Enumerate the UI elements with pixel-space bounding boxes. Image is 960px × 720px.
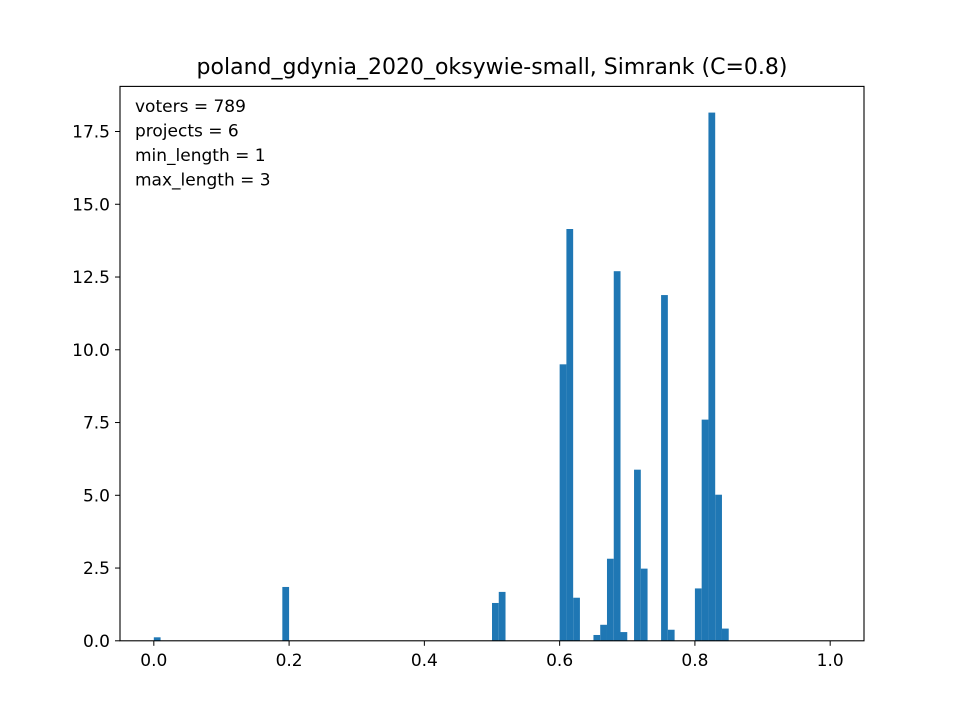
histogram-bar-6 — [573, 597, 580, 641]
histogram-bar-4 — [559, 364, 567, 641]
plot-frame — [119, 85, 865, 642]
histogram-bar-19 — [715, 494, 722, 641]
histogram-bar-10 — [613, 271, 621, 641]
x-tick-label-4: 0.8 — [681, 651, 708, 671]
y-tick-label-1: 2.5 — [83, 559, 110, 579]
histogram-bar-20 — [721, 628, 729, 641]
histogram-bar-11 — [620, 632, 628, 641]
annotation-box: voters = 789 projects = 6 min_length = 1… — [135, 97, 271, 191]
histogram-bar-14 — [661, 295, 668, 641]
x-tick-label-2: 0.4 — [411, 651, 438, 671]
histogram-bar-13 — [640, 568, 648, 641]
histogram-bar-8 — [600, 624, 607, 641]
histogram-bar-7 — [593, 634, 601, 641]
x-tick-label-1: 0.2 — [276, 651, 303, 671]
histogram-bar-16 — [694, 588, 702, 641]
y-tick-label-3: 7.5 — [83, 414, 110, 434]
histogram-bar-1 — [282, 586, 290, 641]
x-tick-label-5: 1.0 — [817, 651, 844, 671]
y-tick-label-4: 10.0 — [72, 341, 110, 361]
y-tick-label-0: 0.0 — [83, 632, 110, 652]
bars-layer — [153, 112, 729, 641]
histogram-bar-9 — [606, 558, 614, 641]
histogram-bar-3 — [498, 591, 506, 641]
chart-title: poland_gdynia_2020_oksywie-small, Simran… — [197, 55, 788, 80]
histogram-bar-5 — [566, 229, 574, 641]
annotation-voters: voters = 789 — [135, 97, 246, 117]
x-axis: 0.0 0.2 0.4 0.6 0.8 1.0 — [140, 640, 844, 671]
annotation-projects: projects = 6 — [135, 122, 239, 142]
y-tick-label-6: 15.0 — [72, 195, 110, 215]
annotation-min-length: min_length = 1 — [135, 146, 266, 166]
y-tick-label-2: 5.0 — [83, 486, 110, 506]
y-axis: 0.0 2.5 5.0 7.5 10.0 12.5 15.0 17.5 — [72, 123, 120, 652]
histogram-bar-18 — [708, 112, 716, 641]
x-tick-label-3: 0.6 — [546, 651, 573, 671]
annotation-max-length: max_length = 3 — [135, 171, 271, 191]
histogram-bar-12 — [634, 469, 641, 641]
x-tick-label-0: 0.0 — [140, 651, 167, 671]
histogram-bar-0 — [153, 637, 161, 641]
histogram-bar-15 — [667, 629, 675, 641]
y-tick-label-7: 17.5 — [72, 123, 110, 143]
histogram-bar-2 — [492, 602, 499, 641]
y-tick-label-5: 12.5 — [72, 268, 110, 288]
histogram-bar-17 — [701, 419, 709, 641]
